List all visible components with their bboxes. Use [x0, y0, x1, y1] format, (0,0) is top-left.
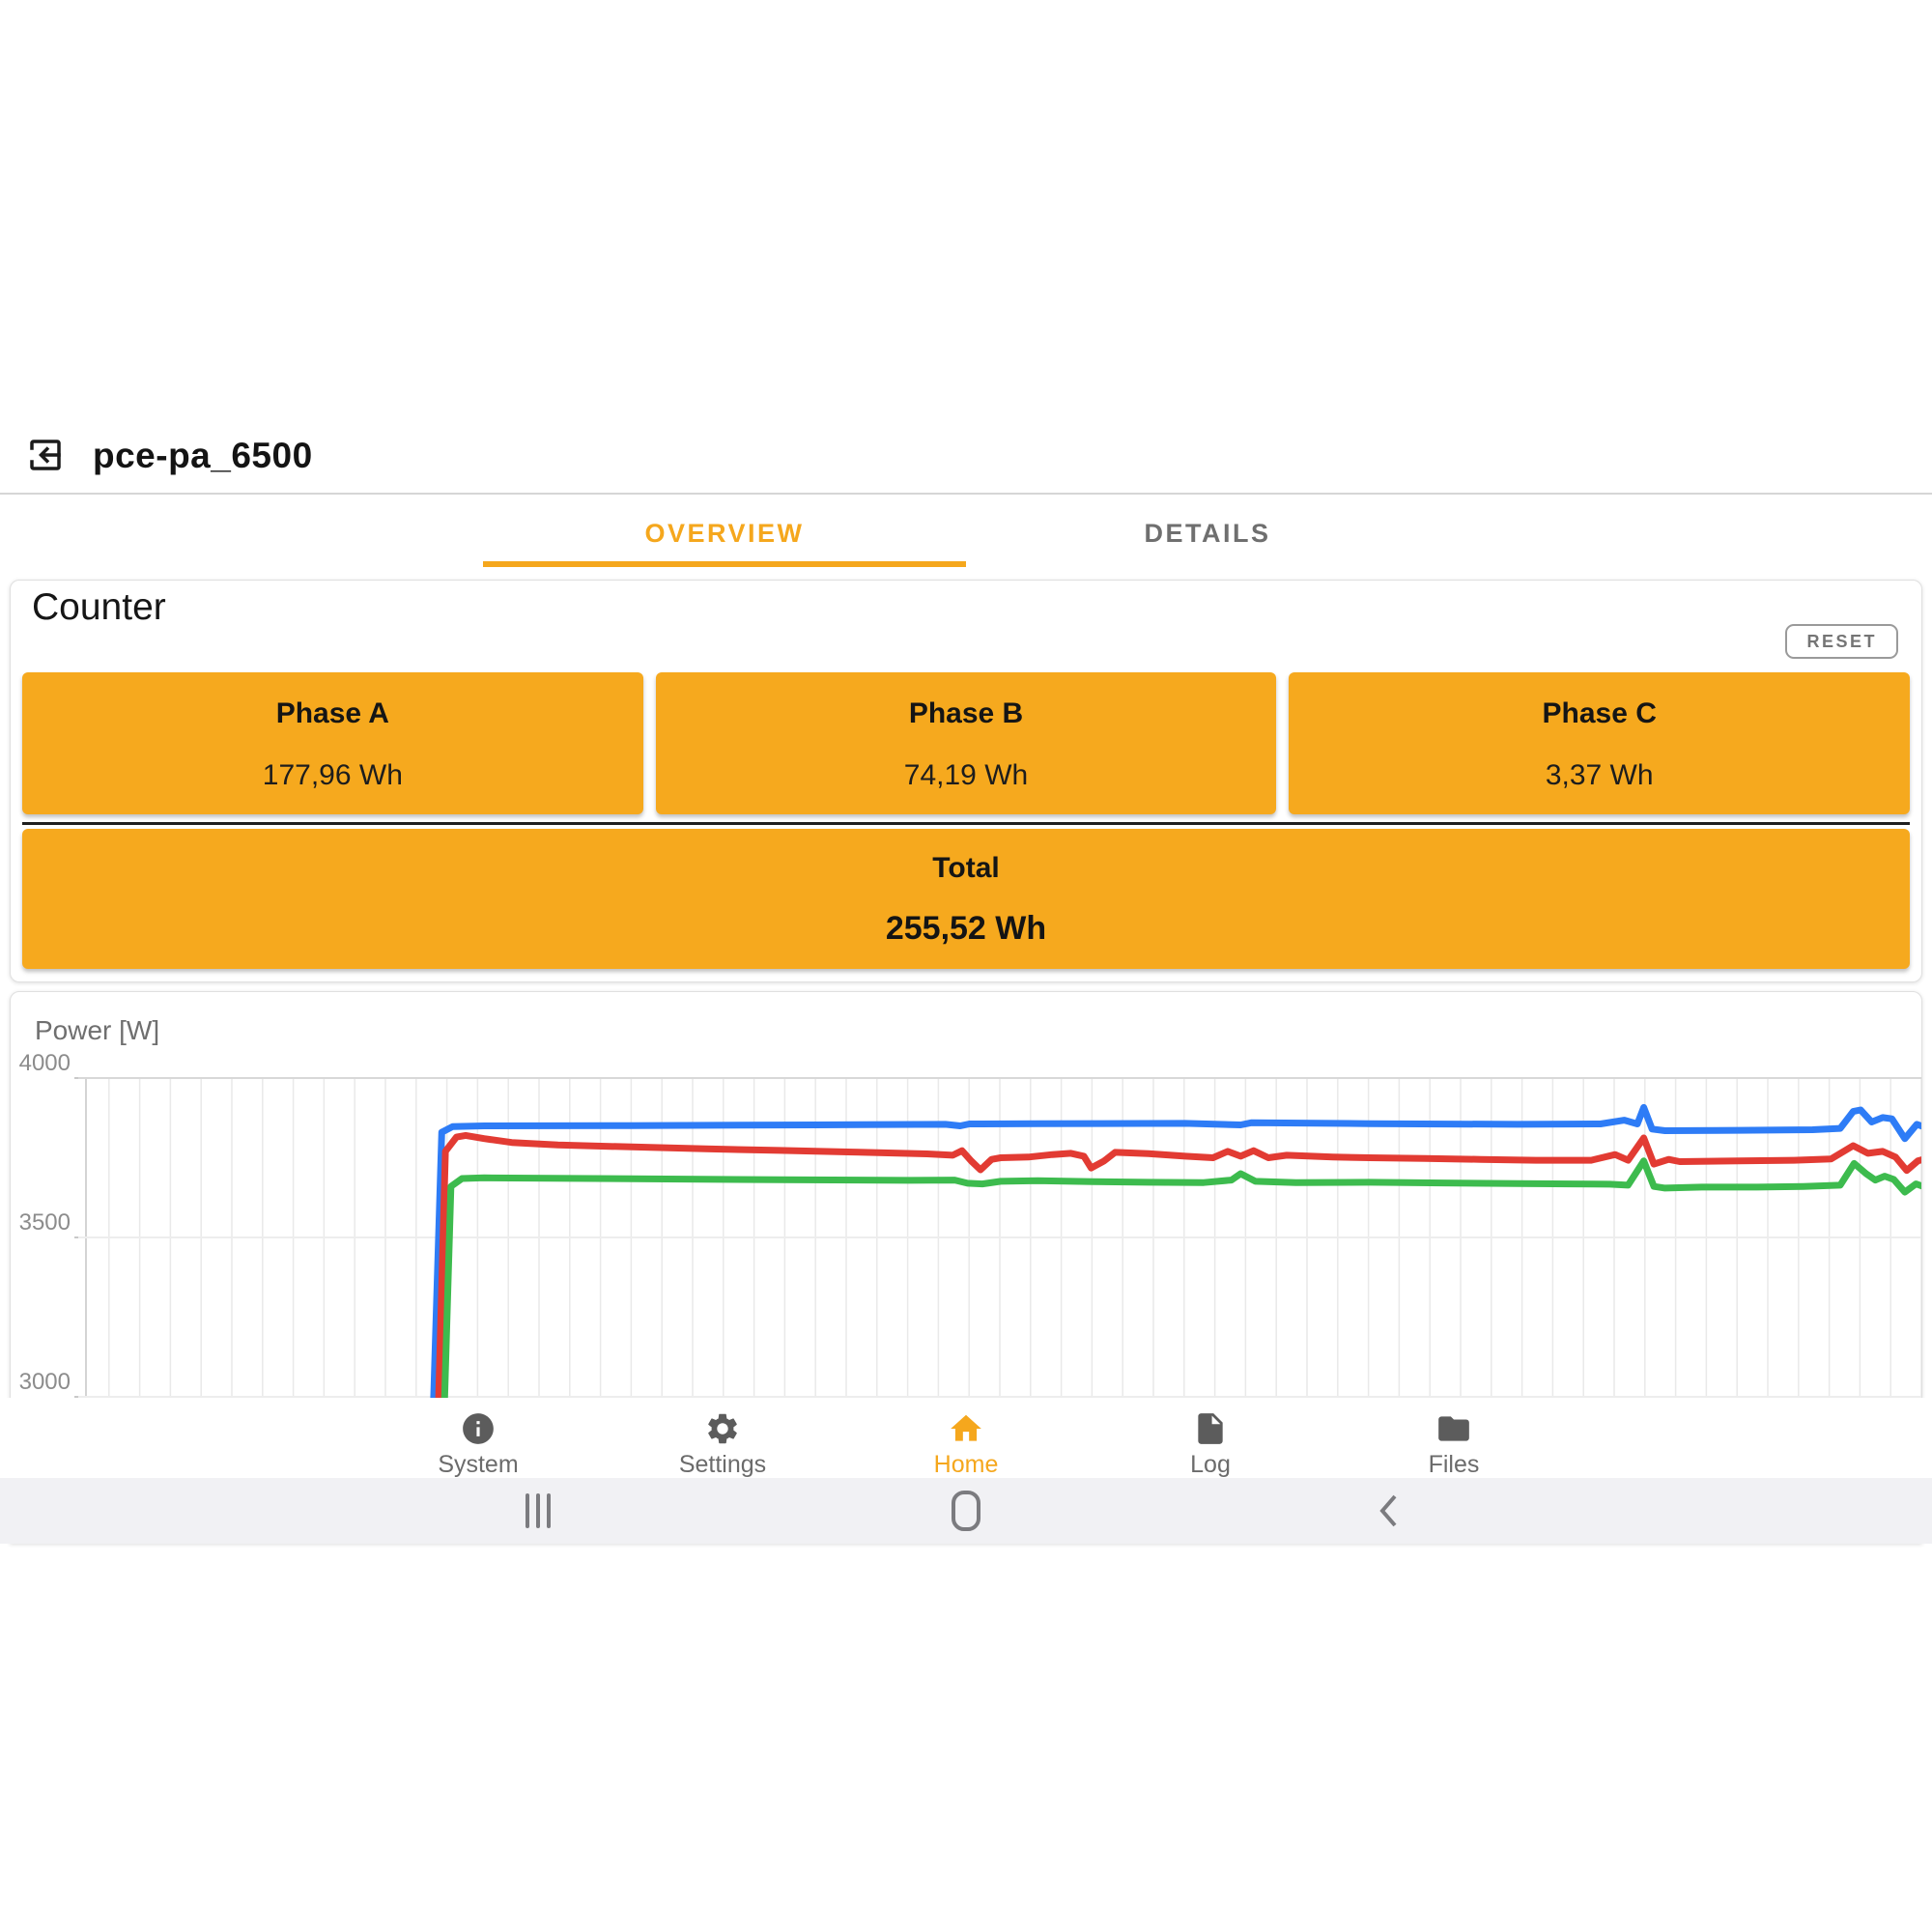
back-chevron-icon — [1379, 1494, 1397, 1527]
line-blue — [428, 1103, 1921, 1469]
android-nav-bar — [0, 1478, 1932, 1544]
home-icon — [951, 1414, 981, 1441]
phase-c-label: Phase C — [1542, 697, 1657, 729]
line-red — [433, 1131, 1921, 1469]
nav-item-files[interactable]: Files — [1372, 1398, 1536, 1478]
phase-c-box: Phase C 3,37 Wh — [1289, 672, 1911, 814]
phase-b-value: 74,19 Wh — [903, 759, 1029, 791]
nav-label-log: Log — [1190, 1451, 1231, 1478]
total-box: Total 255,52 Wh — [22, 829, 1910, 969]
phase-a-label: Phase A — [275, 697, 389, 729]
tab-overview[interactable]: OVERVIEW — [644, 519, 805, 548]
chart-title: Power [W] — [35, 1015, 160, 1045]
phase-c-value: 3,37 Wh — [1545, 759, 1654, 791]
phase-b-box: Phase B 74,19 Wh — [655, 672, 1277, 814]
info-icon — [463, 1413, 494, 1444]
recents-icon — [526, 1493, 529, 1528]
active-tab-indicator — [483, 561, 966, 567]
y-tick-3000: 3000 — [18, 1369, 71, 1395]
nav-item-settings[interactable]: Settings — [640, 1398, 805, 1478]
bottom-nav: System Settings Home Log Files — [0, 1398, 1932, 1478]
reset-button[interactable]: RESET — [1785, 624, 1898, 659]
nav-item-log[interactable]: Log — [1128, 1398, 1293, 1478]
recents-button[interactable] — [526, 1493, 551, 1528]
counter-divider — [22, 822, 1910, 825]
header-divider — [0, 493, 1932, 495]
nav-item-home[interactable]: Home — [884, 1398, 1048, 1478]
nav-label-system: System — [438, 1451, 519, 1478]
app-header: pce-pa_6500 — [0, 425, 1932, 493]
total-label: Total — [932, 852, 1000, 884]
phase-row: Phase A 177,96 Wh Phase B 74,19 Wh Phase… — [22, 672, 1911, 814]
exit-app-icon[interactable] — [25, 435, 66, 475]
nav-label-files: Files — [1428, 1451, 1480, 1478]
y-tick-3500: 3500 — [18, 1209, 71, 1236]
gear-icon — [708, 1413, 737, 1444]
line-green — [439, 1157, 1921, 1469]
tab-details[interactable]: DETAILS — [1144, 519, 1271, 548]
document-icon — [1198, 1413, 1223, 1444]
nav-label-home: Home — [933, 1451, 999, 1478]
phase-b-label: Phase B — [908, 697, 1024, 729]
phase-a-value: 177,96 Wh — [262, 759, 403, 791]
nav-item-system[interactable]: System — [396, 1398, 560, 1478]
counter-title: Counter — [32, 586, 166, 628]
folder-icon — [1438, 1416, 1469, 1441]
back-button[interactable] — [1376, 1492, 1401, 1530]
nav-label-settings: Settings — [678, 1451, 767, 1478]
counter-card: Counter RESET Phase A 177,96 Wh Phase B … — [10, 580, 1922, 982]
page-title: pce-pa_6500 — [93, 436, 313, 475]
total-value: 255,52 Wh — [885, 910, 1047, 947]
y-tick-4000: 4000 — [18, 1050, 71, 1076]
phase-a-box: Phase A 177,96 Wh — [22, 672, 643, 814]
tab-bar: OVERVIEW DETAILS — [0, 495, 1932, 568]
home-button[interactable] — [952, 1491, 980, 1531]
